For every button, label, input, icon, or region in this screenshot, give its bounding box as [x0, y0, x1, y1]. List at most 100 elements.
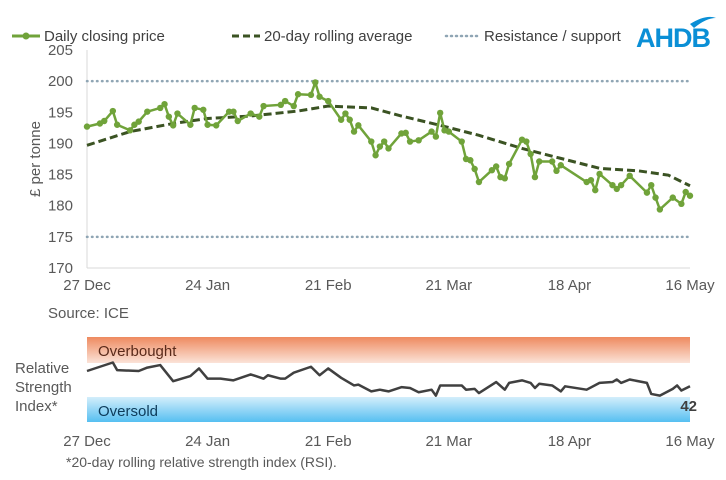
price-point: [428, 128, 435, 135]
source-label: Source: ICE: [48, 305, 129, 322]
logo-swoosh-icon: [690, 16, 716, 28]
price-point: [294, 91, 302, 98]
price-point: [548, 158, 556, 165]
y-tick-label: 175: [48, 229, 73, 246]
y-tick-label: 185: [48, 167, 73, 184]
rsi-last-value-label: 42: [680, 398, 697, 415]
price-point: [337, 116, 345, 123]
price-point: [467, 157, 474, 164]
logo-text: AHDB: [636, 23, 710, 53]
price-point: [643, 189, 651, 196]
price-point: [536, 158, 543, 165]
price-point: [376, 143, 384, 150]
price-point: [652, 194, 659, 201]
x-tick-label: 24 Jan: [185, 277, 230, 294]
x-tick-label: 24 Jan: [185, 433, 230, 450]
price-point: [596, 170, 603, 178]
price-point: [161, 100, 168, 108]
rsi-label-line-1: Relative: [15, 360, 69, 377]
y-tick-label: 170: [48, 260, 73, 277]
oversold-band: [87, 397, 690, 422]
price-point: [135, 118, 142, 125]
price-point: [350, 128, 358, 135]
price-point: [415, 137, 422, 144]
price-point: [432, 133, 440, 140]
price-point: [230, 108, 237, 115]
price-point: [200, 106, 207, 113]
price-point: [626, 172, 633, 180]
x-tick-label: 21 Mar: [425, 277, 472, 294]
y-tick-label: 200: [48, 73, 73, 90]
x-tick-label: 27 Dec: [63, 433, 111, 450]
price-point: [247, 110, 254, 117]
y-tick-label: 190: [48, 135, 73, 152]
price-point: [144, 108, 151, 115]
price-point: [592, 186, 599, 194]
price-point: [83, 123, 91, 130]
price-point: [191, 104, 198, 112]
x-tick-label: 18 Apr: [548, 433, 591, 450]
y-tick-label: 180: [48, 198, 73, 215]
price-point: [256, 113, 263, 120]
price-point: [553, 167, 560, 175]
price-point: [613, 185, 620, 193]
price-point: [157, 104, 164, 112]
x-tick-label: 21 Mar: [425, 433, 472, 450]
price-point: [213, 122, 220, 129]
price-point: [648, 181, 655, 189]
y-tick-label: 205: [48, 42, 73, 59]
ahdb-logo: AHDB: [636, 16, 716, 53]
price-point: [678, 200, 685, 208]
price-point: [342, 110, 349, 117]
price-point: [682, 188, 689, 196]
x-tick-label: 27 Dec: [63, 277, 111, 294]
legend-item-daily-price: Daily closing price: [12, 28, 165, 45]
price-point: [165, 113, 173, 120]
price-point: [406, 138, 414, 145]
price-point: [380, 138, 388, 145]
price-point: [527, 150, 534, 158]
price-point: [523, 138, 530, 145]
oversold-label: Oversold: [98, 403, 158, 420]
price-point: [290, 102, 297, 110]
rsi-label-line-3: Index*: [15, 398, 58, 415]
price-point: [669, 194, 676, 201]
x-tick-label: 21 Feb: [305, 433, 352, 450]
price-point: [204, 121, 211, 128]
price-point: [355, 122, 362, 129]
legend-item-rolling-average: 20-day rolling average: [232, 28, 412, 45]
price-point: [113, 121, 121, 128]
x-tick-label: 18 Apr: [548, 277, 591, 294]
y-tick-label: 195: [48, 104, 73, 121]
price-point: [617, 181, 625, 189]
price-point: [488, 167, 496, 174]
price-point: [312, 79, 319, 86]
legend-label-resistance-support: Resistance / support: [484, 28, 622, 45]
price-plot-area: 170 175 180 185 190 195 200 205 27 Dec 24 Jan 21 …: [48, 42, 715, 294]
price-point: [174, 110, 181, 117]
price-point: [234, 117, 241, 125]
price-point: [169, 122, 177, 129]
x-tick-label: 21 Feb: [305, 277, 352, 294]
legend: Daily closing price 20-day rolling avera…: [12, 28, 622, 45]
price-point: [368, 138, 375, 145]
rsi-plot-area: Overbought Oversold 42 27 Dec 24 Jan 21 Fe…: [63, 337, 715, 450]
price-point: [126, 127, 134, 134]
price-point: [307, 91, 315, 99]
price-point: [101, 117, 108, 125]
price-point: [609, 181, 616, 189]
price-point: [458, 138, 465, 145]
price-point: [656, 206, 664, 213]
price-point: [445, 128, 452, 135]
price-point: [471, 165, 478, 173]
legend-label-rolling-average: 20-day rolling average: [264, 28, 412, 45]
price-point: [346, 116, 353, 123]
rsi-label-line-2: Strength: [15, 379, 72, 396]
price-point: [501, 175, 508, 182]
rsi-line: [86, 361, 691, 397]
price-point: [260, 102, 267, 110]
price-point: [109, 107, 117, 115]
price-point: [402, 129, 409, 137]
price-point: [325, 97, 332, 105]
